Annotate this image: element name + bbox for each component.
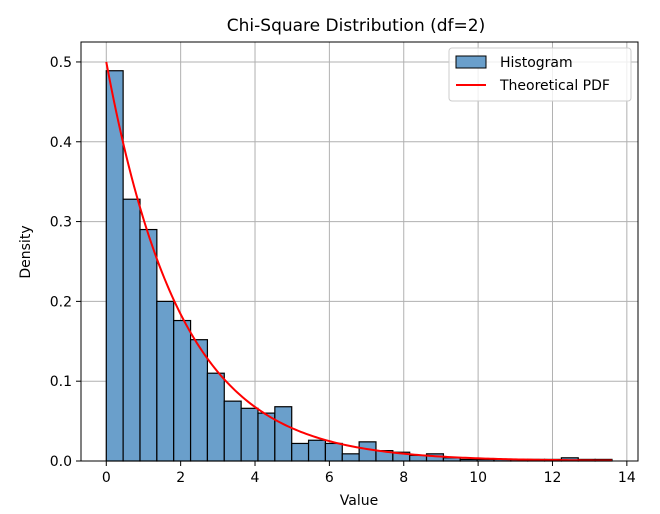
x-tick-label: 10 bbox=[469, 470, 487, 486]
x-tick-label: 6 bbox=[325, 470, 334, 486]
theoretical-pdf-line bbox=[105, 61, 612, 462]
legend-pdf-label: Theoretical PDF bbox=[499, 78, 610, 94]
legend-histogram-swatch bbox=[455, 55, 487, 69]
y-axis-label: Density bbox=[18, 225, 34, 278]
y-tick-label: 0.2 bbox=[50, 294, 72, 310]
legend-box bbox=[448, 47, 632, 102]
legend: Histogram Theoretical PDF bbox=[448, 47, 632, 102]
x-tick-label: 12 bbox=[544, 470, 562, 486]
y-tick-label: 0.4 bbox=[50, 135, 72, 151]
histogram-bar bbox=[274, 406, 293, 462]
histogram-bar bbox=[156, 300, 175, 462]
histogram-bar bbox=[223, 400, 242, 462]
x-tick-label: 14 bbox=[618, 470, 636, 486]
legend-histogram-label: Histogram bbox=[500, 55, 573, 71]
histogram-bar bbox=[358, 441, 377, 462]
histogram-bar bbox=[307, 439, 327, 462]
y-tick-label: 0.5 bbox=[50, 55, 72, 71]
y-tick-label: 0.3 bbox=[50, 215, 72, 231]
histogram-bar bbox=[240, 407, 259, 462]
x-axis-label: Value bbox=[340, 493, 378, 509]
axis-ticks: 0 2 4 6 8 10 12 14 0.0 0.1 0.2 0.3 0.4 0.5 bbox=[50, 55, 636, 486]
histogram-bar bbox=[122, 198, 141, 462]
axes-frame bbox=[80, 41, 639, 462]
x-tick-label: 0 bbox=[102, 470, 111, 486]
histogram-bar bbox=[173, 319, 192, 462]
x-tick-label: 8 bbox=[399, 470, 408, 486]
histogram-bar bbox=[291, 442, 310, 462]
y-tick-label: 0.1 bbox=[50, 374, 72, 390]
x-tick-label: 4 bbox=[251, 470, 260, 486]
histogram-bar bbox=[206, 372, 225, 462]
y-tick-label: 0.0 bbox=[50, 454, 72, 470]
histogram-bar bbox=[324, 442, 343, 462]
histogram-bar bbox=[189, 339, 209, 462]
histogram-bar bbox=[257, 412, 276, 462]
chart-title: Chi-Square Distribution (df=2) bbox=[227, 16, 485, 36]
x-tick-label: 2 bbox=[176, 470, 185, 486]
histogram-bar bbox=[341, 453, 360, 462]
histogram-bar bbox=[139, 228, 158, 462]
